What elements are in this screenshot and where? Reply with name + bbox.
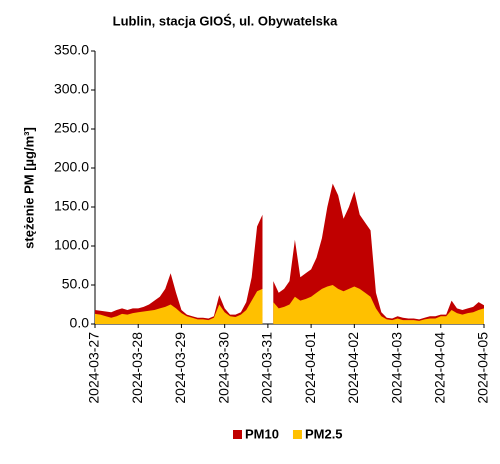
- legend-label: PM10: [245, 426, 279, 441]
- area: [95, 183, 484, 324]
- x-tick-label: 2024-04-04: [431, 332, 447, 404]
- chart-title: Lublin, stacja GIOŚ, ul. Obywatelska: [113, 13, 338, 28]
- legend-swatch: [233, 430, 242, 439]
- area: [95, 285, 484, 324]
- x-tick-label: 2024-03-27: [86, 332, 102, 404]
- y-tick-label: 100.0: [54, 237, 89, 253]
- legend-swatch: [292, 430, 302, 439]
- y-tick-label: 300.0: [54, 81, 89, 97]
- y-tick-label: 150.0: [54, 198, 89, 214]
- x-tick-label: 2024-04-05: [475, 332, 491, 404]
- x-tick-label: 2024-04-01: [302, 332, 318, 404]
- legend-label: PM2.5: [305, 426, 343, 441]
- x-tick-label: 2024-03-29: [172, 332, 188, 404]
- x-tick-label: 2024-03-30: [215, 332, 231, 404]
- y-tick-label: 50.0: [62, 276, 89, 292]
- y-tick-label: 200.0: [54, 159, 89, 175]
- y-axis-label: stężenie PM [µg/m³]: [21, 127, 36, 249]
- x-tick-label: 2024-04-02: [345, 332, 361, 404]
- x-tick-label: 2024-04-03: [388, 332, 404, 404]
- y-tick-label: 0.0: [70, 315, 90, 331]
- y-tick-label: 250.0: [54, 120, 89, 136]
- x-tick-label: 2024-03-28: [129, 332, 145, 404]
- x-tick-label: 2024-03-31: [259, 332, 275, 404]
- y-tick-label: 350.0: [54, 42, 89, 58]
